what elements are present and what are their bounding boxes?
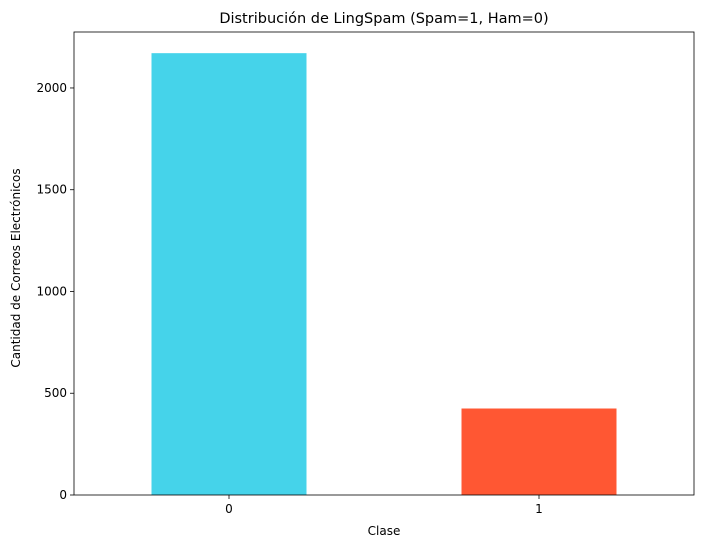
y-axis-label: Cantidad de Correos Electrónicos [9, 168, 23, 367]
y-tick-label-0: 0 [59, 488, 67, 502]
bar-1 [461, 408, 617, 495]
y-tick-label-1500: 1500 [36, 183, 67, 197]
y-axis: 0 500 1000 1500 2000 [36, 81, 74, 502]
bar-0 [151, 53, 307, 496]
chart-title: Distribución de LingSpam (Spam=1, Ham=0) [219, 11, 548, 27]
x-axis-label: Clase [368, 524, 401, 538]
x-tick-label-1: 1 [535, 502, 543, 516]
plot-frame [73, 31, 695, 496]
y-tick-label-500: 500 [44, 386, 67, 400]
y-tick-label-1000: 1000 [36, 284, 67, 298]
bars [151, 53, 617, 496]
x-tick-label-0: 0 [225, 502, 233, 516]
y-tick-label-2000: 2000 [36, 81, 67, 95]
